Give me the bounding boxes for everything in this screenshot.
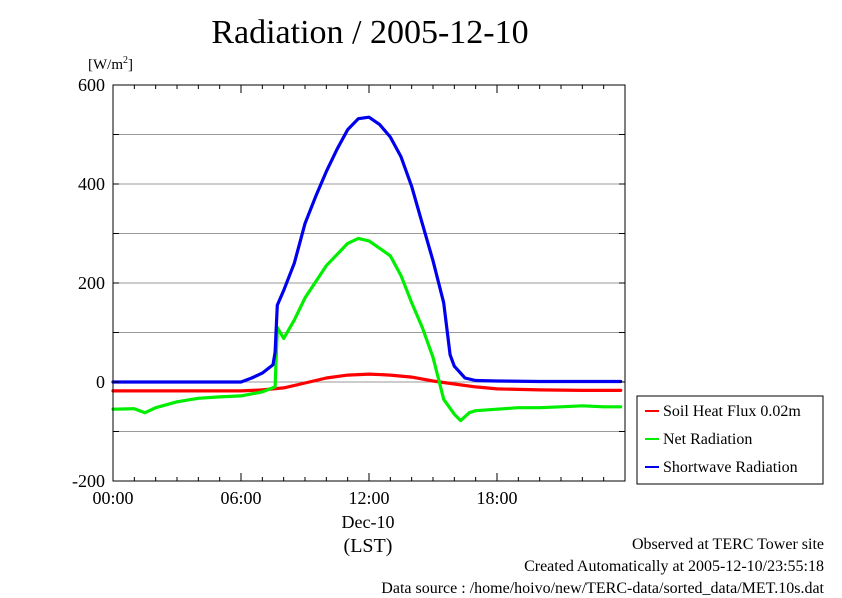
series-line-0 — [111, 372, 623, 393]
axes: -200 0 200 400 600 00:00 06:00 12:00 18:00 — [72, 75, 626, 508]
x-tick-label: 12:00 — [348, 488, 389, 508]
legend-label: Shortwave Radiation — [663, 459, 798, 476]
y-tick-label: 200 — [78, 273, 105, 293]
x-axis-label: (LST) — [344, 535, 393, 557]
footer-source: Data source : /home/hoivo/new/TERC-data/… — [381, 580, 824, 597]
footer-site: Observed at TERC Tower site — [631, 536, 824, 553]
x-tick-label: 06:00 — [220, 488, 261, 508]
x-date-label: Dec-10 — [342, 512, 395, 532]
x-tick-label: 18:00 — [476, 488, 517, 508]
y-tick-label: 600 — [78, 75, 105, 95]
y-tick-label: -200 — [72, 471, 105, 491]
legend-box — [636, 395, 824, 485]
legend-label: Net Radiation — [663, 431, 752, 448]
grid — [113, 134, 625, 432]
series-layer — [111, 115, 623, 423]
chart-title: Radiation / 2005-12-10 — [211, 14, 529, 51]
x-tick-label: 00:00 — [92, 488, 133, 508]
footer-created: Created Automatically at 2005-12-10/23:5… — [524, 558, 824, 575]
y-tick-label: 400 — [78, 174, 105, 194]
y-axis-label: [W/m2] — [88, 55, 133, 73]
y-tick-label: 0 — [96, 372, 105, 392]
series-line-1 — [111, 236, 623, 423]
series-line-2 — [111, 115, 623, 384]
legend: Soil Heat Flux 0.02m Net Radiation Shortwa… — [636, 395, 824, 485]
legend-label: Soil Heat Flux 0.02m — [663, 403, 801, 420]
